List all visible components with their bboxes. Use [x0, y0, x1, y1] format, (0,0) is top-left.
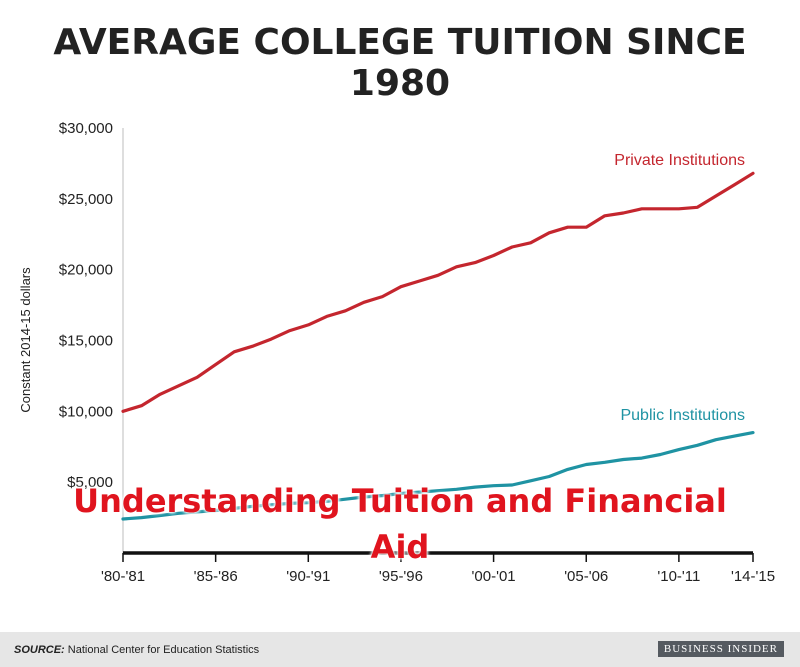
- y-tick-label: $15,000: [59, 333, 113, 350]
- chart-card: [0, 0, 800, 632]
- y-tick-label: $30,000: [59, 120, 113, 137]
- series-line-public: [121, 431, 755, 521]
- x-tick-label: '05-'06: [564, 568, 608, 585]
- y-tick-label: $10,000: [59, 403, 113, 420]
- x-tick-label: '10-'11: [657, 568, 700, 585]
- source-label: SOURCE:: [14, 644, 65, 656]
- series-label-public: Public Institutions: [620, 407, 745, 424]
- source-text: National Center for Education Statistics: [67, 644, 260, 656]
- x-tick-label: '95-'96: [379, 568, 423, 585]
- y-tick-label: $20,000: [59, 262, 113, 279]
- series-line-private: [121, 171, 755, 413]
- brand-logo: BUSINESS INSIDER: [657, 641, 784, 657]
- x-axis-ticks: '80-'81 '85-'86 '90-'91 '95-'96 '00-'01 '05-'…: [101, 553, 775, 585]
- x-tick-label: '90-'91: [286, 568, 330, 585]
- source-note: SOURCE: National Center for Education St…: [14, 644, 259, 656]
- overlay-caption: Understanding Tuition and Financial Aid: [73, 482, 727, 566]
- y-axis-label: Constant 2014-15 dollars: [18, 267, 33, 413]
- line-chart: $5,000 $10,000 $15,000 $20,000 $25,000 $30,00…: [18, 120, 775, 585]
- x-tick-label: '80-'81: [101, 568, 145, 585]
- series-lines: [121, 171, 755, 521]
- x-tick-label: '00-'01: [472, 568, 516, 585]
- x-tick-label: '14-'15: [731, 568, 775, 585]
- y-tick-label: $25,000: [59, 191, 113, 208]
- x-tick-label: '85-'86: [194, 568, 238, 585]
- series-label-private: Private Institutions: [614, 152, 745, 169]
- y-tick-label: $5,000: [67, 474, 113, 491]
- chart-title: AVERAGE COLLEGE TUITION SINCE 1980: [53, 22, 747, 104]
- footer-bar: SOURCE: National Center for Education St…: [0, 632, 800, 667]
- y-axis-ticks: $5,000 $10,000 $15,000 $20,000 $25,000 $30,00…: [59, 120, 113, 491]
